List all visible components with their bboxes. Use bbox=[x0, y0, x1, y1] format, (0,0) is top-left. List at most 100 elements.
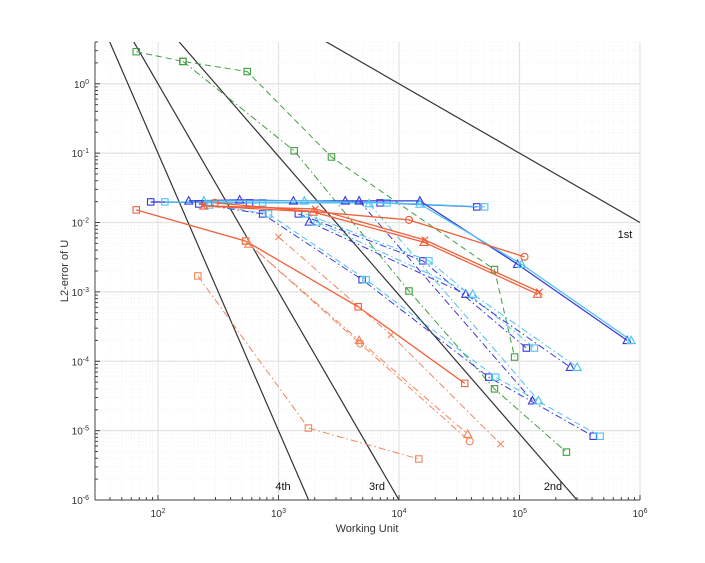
data-point-x bbox=[497, 440, 505, 448]
data-point-square bbox=[362, 275, 370, 284]
y-tick-label: 10-1 bbox=[72, 148, 89, 160]
data-point-triangle bbox=[516, 258, 527, 269]
y-axis-label: L2-error of U bbox=[59, 240, 71, 302]
data-point-triangle bbox=[364, 198, 375, 208]
data-series bbox=[199, 202, 543, 296]
data-point-square bbox=[354, 303, 362, 311]
series-line bbox=[136, 209, 466, 384]
data-point-square bbox=[480, 203, 489, 211]
x-tick-label: 106 bbox=[632, 508, 647, 520]
data-point-triangle bbox=[243, 238, 254, 248]
data-point-triangle bbox=[532, 288, 543, 298]
data-point-square bbox=[522, 344, 531, 352]
data-point-circle bbox=[404, 215, 414, 224]
data-point-triangle bbox=[462, 428, 473, 438]
data-series bbox=[274, 233, 505, 448]
y-tick-label: 10-5 bbox=[72, 426, 89, 438]
data-point-triangle bbox=[572, 361, 583, 371]
y-tick-label: 100 bbox=[74, 79, 89, 91]
data-point-triangle bbox=[304, 216, 315, 226]
reference-line-order-1 bbox=[325, 42, 640, 224]
series-line bbox=[198, 203, 594, 437]
data-point-x bbox=[199, 202, 207, 210]
data-series bbox=[354, 195, 538, 405]
series-line bbox=[316, 221, 578, 368]
series-line bbox=[164, 201, 485, 208]
data-point-triangle bbox=[565, 361, 576, 371]
data-point-square bbox=[194, 272, 202, 280]
series-line bbox=[298, 213, 527, 349]
data-point-triangle bbox=[533, 395, 544, 405]
data-series bbox=[206, 201, 604, 440]
reference-line-label: 1st bbox=[618, 229, 633, 241]
series-line bbox=[136, 51, 516, 358]
data-point-square bbox=[206, 201, 214, 209]
data-point-triangle bbox=[308, 206, 319, 216]
reference-line-order-2 bbox=[178, 42, 578, 500]
data-point-square bbox=[405, 287, 413, 295]
data-point-triangle bbox=[340, 195, 351, 205]
data-point-triangle bbox=[354, 335, 365, 345]
series-line bbox=[309, 221, 571, 368]
data-series bbox=[195, 200, 597, 440]
data-point-square bbox=[132, 47, 141, 56]
data-point-square bbox=[491, 373, 500, 381]
data-point-square bbox=[290, 147, 298, 155]
data-point-square bbox=[161, 198, 169, 206]
data-point-x bbox=[387, 331, 395, 339]
x-tick-label: 102 bbox=[150, 508, 165, 520]
reference-line-order-4 bbox=[109, 42, 310, 500]
data-series bbox=[243, 238, 473, 438]
series-line bbox=[202, 205, 540, 293]
data-point-square bbox=[415, 455, 423, 463]
series-line bbox=[182, 61, 567, 453]
reference-lines bbox=[109, 42, 640, 500]
data-series bbox=[179, 57, 571, 456]
data-point-square bbox=[146, 198, 155, 206]
x-tick-label: 105 bbox=[512, 508, 527, 520]
data-series bbox=[311, 216, 583, 371]
data-point-square bbox=[179, 57, 187, 66]
data-point-square bbox=[596, 432, 604, 440]
reference-labels: 1st 2nd 3rd 4th bbox=[275, 229, 632, 493]
data-point-triangle bbox=[460, 288, 471, 298]
series-line bbox=[188, 199, 628, 341]
series-group bbox=[132, 47, 636, 463]
data-point-x bbox=[311, 205, 319, 213]
reference-line-order-3 bbox=[133, 42, 400, 500]
y-tick-label: 10-2 bbox=[72, 218, 89, 230]
data-point-triangle bbox=[626, 335, 636, 345]
data-point-square bbox=[425, 257, 433, 265]
data-series bbox=[364, 198, 544, 405]
data-point-square bbox=[460, 379, 469, 388]
data-point-x bbox=[274, 233, 283, 241]
y-tick-label: 10-4 bbox=[72, 356, 89, 368]
data-series bbox=[304, 216, 576, 371]
series-line bbox=[358, 200, 533, 402]
series-line bbox=[248, 243, 469, 435]
data-point-square bbox=[243, 67, 251, 76]
x-axis-label: Working Unit bbox=[336, 523, 399, 535]
data-point-square bbox=[510, 353, 519, 361]
series-line bbox=[245, 240, 471, 442]
axes: 102 103 104 105 106 10-6 10-5 10-4 10-3 10-2 10-1 1… bbox=[72, 41, 648, 520]
data-point-x bbox=[535, 288, 543, 296]
data-point-square bbox=[132, 206, 141, 214]
data-point-triangle bbox=[234, 194, 245, 204]
data-point-square bbox=[490, 385, 499, 393]
data-point-triangle bbox=[183, 195, 194, 205]
data-point-circle bbox=[520, 252, 529, 261]
grid bbox=[94, 41, 641, 501]
x-tick-label: 104 bbox=[391, 508, 406, 520]
data-point-triangle bbox=[527, 395, 538, 405]
data-point-triangle bbox=[299, 195, 310, 205]
y-tick-label: 10-6 bbox=[72, 495, 89, 507]
data-series bbox=[194, 272, 423, 463]
series-line bbox=[197, 275, 419, 460]
data-point-triangle bbox=[414, 198, 425, 208]
data-point-square bbox=[530, 344, 539, 352]
series-line bbox=[203, 200, 632, 341]
series-line bbox=[203, 205, 538, 295]
y-tick-label: 10-3 bbox=[72, 287, 89, 299]
